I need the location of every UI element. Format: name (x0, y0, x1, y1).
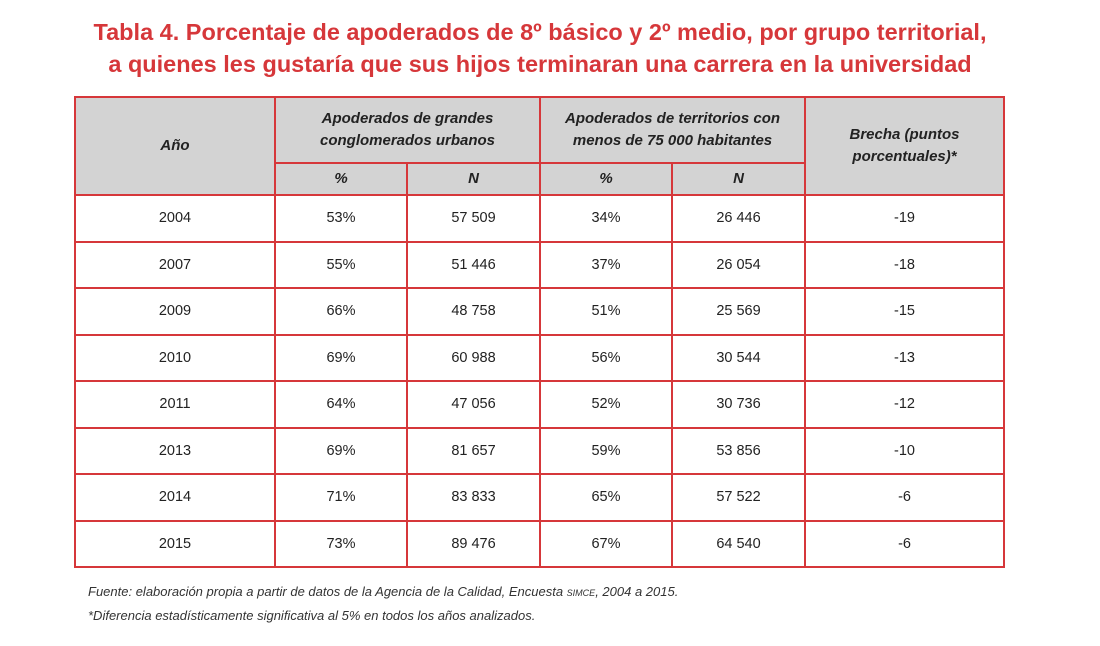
cell-urban-pct: 69% (274, 333, 408, 382)
cell-year: 2014 (74, 473, 276, 522)
cell-gap: -19 (804, 194, 1006, 243)
table-body: 2004 53% 57 509 34% 26 446 -19 2007 55% 51 446 37… (74, 194, 1006, 568)
cell-urban-pct: 53% (274, 194, 408, 243)
table-row: 2013 69% 81 657 59% 53 856 -10 (74, 426, 1006, 475)
source-note: Fuente: elaboración propia a partir de d… (88, 580, 678, 604)
cell-urban-pct: 64% (274, 380, 408, 429)
cell-gap: -12 (804, 380, 1006, 429)
table-row: 2011 64% 47 056 52% 30 736 -12 (74, 380, 1006, 429)
cell-urban-pct: 55% (274, 240, 408, 289)
cell-small-n: 30 736 (670, 380, 807, 429)
data-table: Año Apoderados de grandes conglomerados … (74, 96, 1006, 568)
cell-urban-n: 83 833 (406, 473, 541, 522)
header-gap-line-1: Brecha (puntos (849, 126, 960, 143)
cell-urban-n: 81 657 (406, 426, 541, 475)
cell-urban-pct: 73% (274, 519, 408, 568)
cell-year: 2004 (74, 194, 276, 243)
cell-small-n: 64 540 (670, 519, 807, 568)
title-line-2: a quienes les gustaría que sus hijos ter… (108, 51, 972, 77)
header-gap-line-2: porcentuales)* (852, 148, 957, 165)
table-row: 2009 66% 48 758 51% 25 569 -15 (74, 287, 1006, 336)
cell-gap: -6 (804, 519, 1006, 568)
header-urban-line-2: conglomerados urbanos (319, 132, 496, 149)
title-line-1: Tabla 4. Porcentaje de apoderados de 8º … (93, 19, 987, 45)
cell-urban-n: 57 509 (406, 194, 541, 243)
cell-gap: -10 (804, 426, 1006, 475)
header-urban-line-1: Apoderados de grandes (321, 110, 494, 127)
cell-urban-pct: 66% (274, 287, 408, 336)
cell-small-n: 26 446 (670, 194, 807, 243)
header-small-line-1: Apoderados de territorios con (564, 110, 781, 127)
cell-gap: -6 (804, 473, 1006, 522)
table-notes: Fuente: elaboración propia a partir de d… (88, 580, 678, 628)
cell-small-pct: 52% (539, 380, 673, 429)
cell-small-pct: 56% (539, 333, 673, 382)
table-row: 2014 71% 83 833 65% 57 522 -6 (74, 473, 1006, 522)
header-gap: Brecha (puntos porcentuales)* (804, 96, 1006, 196)
cell-year: 2011 (74, 380, 276, 429)
cell-urban-n: 89 476 (406, 519, 541, 568)
cell-small-pct: 67% (539, 519, 673, 568)
table-row: 2004 53% 57 509 34% 26 446 -19 (74, 194, 1006, 243)
cell-small-pct: 51% (539, 287, 673, 336)
table-row: 2010 69% 60 988 56% 30 544 -13 (74, 333, 1006, 382)
cell-urban-n: 51 446 (406, 240, 541, 289)
source-simce: simce (566, 584, 596, 599)
header-small-group: Apoderados de territorios con menos de 7… (538, 96, 807, 164)
cell-small-pct: 65% (539, 473, 673, 522)
cell-gap: -15 (804, 287, 1006, 336)
source-text-post: , 2004 a 2015. (595, 584, 679, 599)
table-title: Tabla 4. Porcentaje de apoderados de 8º … (0, 16, 1080, 80)
cell-small-pct: 37% (539, 240, 673, 289)
header-urban-pct: % (274, 162, 408, 196)
cell-urban-n: 60 988 (406, 333, 541, 382)
cell-small-n: 26 054 (670, 240, 807, 289)
cell-urban-n: 47 056 (406, 380, 541, 429)
cell-gap: -13 (804, 333, 1006, 382)
table-row: 2015 73% 89 476 67% 64 540 -6 (74, 519, 1006, 568)
cell-year: 2015 (74, 519, 276, 568)
cell-urban-pct: 71% (274, 473, 408, 522)
header-year: Año (74, 96, 276, 196)
cell-small-pct: 34% (539, 194, 673, 243)
header-small-pct: % (539, 162, 673, 196)
header-urban-group: Apoderados de grandes conglomerados urba… (274, 96, 541, 164)
cell-urban-pct: 69% (274, 426, 408, 475)
header-urban-n: N (406, 162, 541, 196)
cell-small-pct: 59% (539, 426, 673, 475)
cell-small-n: 30 544 (670, 333, 807, 382)
cell-gap: -18 (804, 240, 1006, 289)
cell-urban-n: 48 758 (406, 287, 541, 336)
header-small-n: N (670, 162, 807, 196)
header-small-line-2: menos de 75 000 habitantes (572, 132, 773, 149)
cell-small-n: 53 856 (670, 426, 807, 475)
cell-year: 2007 (74, 240, 276, 289)
cell-year: 2013 (74, 426, 276, 475)
cell-small-n: 25 569 (670, 287, 807, 336)
cell-year: 2010 (74, 333, 276, 382)
cell-small-n: 57 522 (670, 473, 807, 522)
footnote: *Diferencia estadísticamente significati… (88, 608, 536, 623)
table-row: 2007 55% 51 446 37% 26 054 -18 (74, 240, 1006, 289)
source-text-pre: Fuente: elaboración propia a partir de d… (88, 584, 567, 599)
cell-year: 2009 (74, 287, 276, 336)
